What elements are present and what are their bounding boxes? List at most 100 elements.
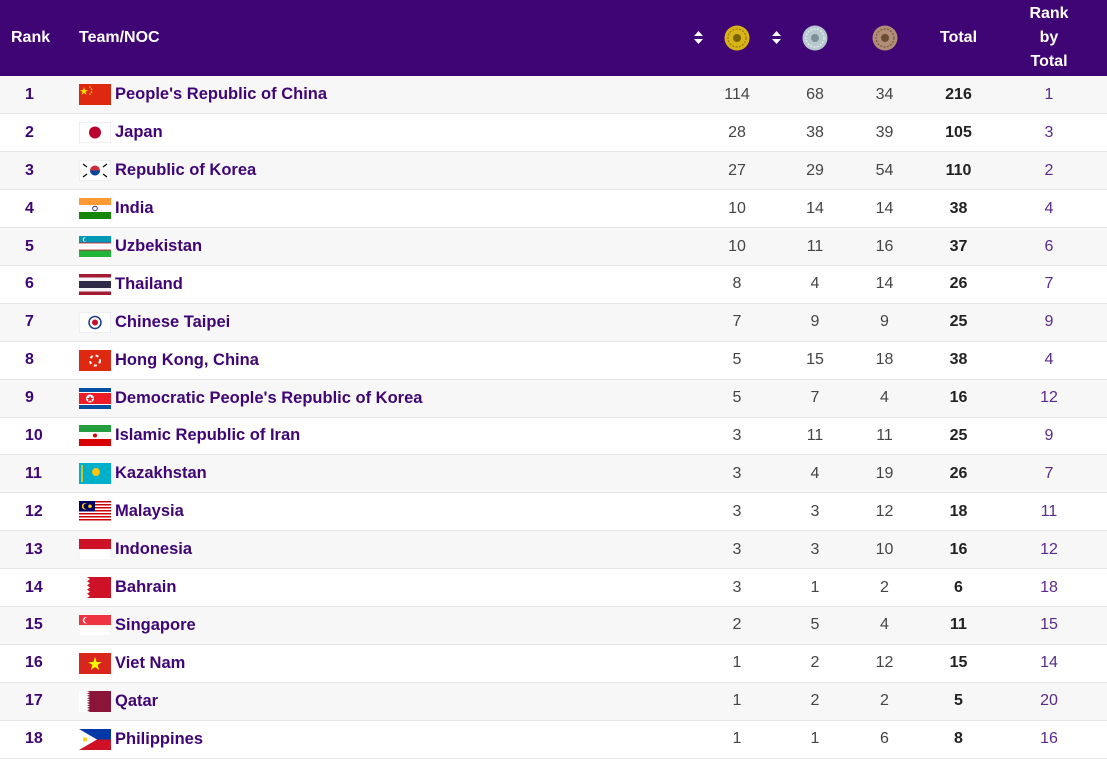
- team-name-link[interactable]: Philippines: [115, 729, 204, 748]
- rank-cell: 14: [25, 578, 43, 596]
- team-cell[interactable]: Democratic People's Republic of Korea: [79, 379, 687, 417]
- total-count: 38: [949, 351, 968, 369]
- rank-by-total-cell: 4: [1044, 199, 1054, 217]
- spacer-cell: [687, 341, 709, 379]
- total-count: 11: [950, 616, 967, 634]
- gold-count: 3: [732, 502, 742, 520]
- silver-medal-header[interactable]: [787, 0, 843, 76]
- table-row: 6 Thailand 8 4 14 26 7: [0, 265, 1107, 304]
- spacer-cell: [687, 114, 709, 152]
- vietnam-flag-icon: [79, 653, 111, 674]
- team-name-link[interactable]: Uzbekistan: [115, 237, 203, 255]
- team-name-link[interactable]: Republic of Korea: [115, 161, 257, 180]
- bronze-count: 9: [880, 313, 889, 331]
- gold-count: 28: [728, 123, 746, 141]
- rank-by-total-cell: 18: [1040, 578, 1058, 596]
- gold-medal-header[interactable]: [709, 0, 765, 76]
- team-cell[interactable]: Uzbekistan: [79, 228, 687, 266]
- korea-flag-icon: [79, 160, 111, 181]
- table-row: 9 Democratic People's Republic of Korea 5 7…: [0, 379, 1107, 418]
- sort-silver-button[interactable]: [765, 0, 787, 76]
- team-cell[interactable]: Viet Nam: [79, 644, 687, 682]
- team-cell[interactable]: Qatar: [79, 682, 687, 720]
- bronze-count: 6: [880, 730, 889, 748]
- silver-count: 68: [806, 85, 824, 103]
- team-name-link[interactable]: Islamic Republic of Iran: [115, 426, 301, 445]
- thailand-flag-icon: [79, 274, 111, 295]
- team-name-link[interactable]: Japan: [115, 123, 163, 142]
- total-count: 25: [949, 313, 968, 331]
- total-header[interactable]: Total: [939, 29, 978, 46]
- bronze-medal-header[interactable]: [843, 0, 926, 76]
- spacer-cell: [765, 76, 787, 114]
- rank-by-total-cell: 2: [1044, 161, 1054, 179]
- gold-count: 114: [724, 85, 750, 103]
- team-name-link[interactable]: Thailand: [115, 274, 183, 293]
- team-name-link[interactable]: Viet Nam: [115, 653, 186, 672]
- spacer-cell: [687, 720, 709, 758]
- team-header[interactable]: Team/NOC: [79, 29, 160, 46]
- silver-medal-icon: [802, 25, 828, 51]
- spacer-cell: [765, 569, 787, 607]
- sort-icon: [771, 31, 781, 45]
- rank-by-total-cell: 12: [1040, 540, 1058, 558]
- team-cell[interactable]: Chinese Taipei: [79, 303, 687, 341]
- spacer-cell: [687, 228, 709, 266]
- team-cell[interactable]: Malaysia: [79, 493, 687, 531]
- spacer-cell: [765, 493, 787, 531]
- gold-count: 3: [732, 578, 742, 596]
- team-cell[interactable]: Singapore: [79, 606, 687, 644]
- spacer-cell: [765, 152, 787, 190]
- team-cell[interactable]: Islamic Republic of Iran: [79, 417, 687, 455]
- team-cell[interactable]: Philippines: [79, 720, 687, 758]
- silver-count: 11: [806, 426, 824, 444]
- team-cell[interactable]: Thailand: [79, 265, 687, 303]
- bronze-count: 12: [875, 654, 894, 672]
- sort-gold-button[interactable]: [687, 0, 709, 76]
- gold-count: 8: [732, 275, 742, 293]
- rank-by-total-header[interactable]: Rank by Total: [991, 0, 1107, 76]
- team-cell[interactable]: Japan: [79, 114, 687, 152]
- team-cell[interactable]: Kazakhstan: [79, 455, 687, 493]
- spacer-cell: [687, 265, 709, 303]
- total-count: 216: [945, 85, 972, 103]
- rank-cell: 9: [25, 389, 34, 407]
- gold-count: 3: [732, 540, 742, 558]
- team-name-link[interactable]: Bahrain: [115, 578, 177, 597]
- spacer-cell: [687, 152, 709, 190]
- team-name-link[interactable]: Qatar: [115, 691, 159, 710]
- rank-cell: 15: [25, 616, 43, 634]
- spacer-cell: [687, 417, 709, 455]
- spacer-cell: [687, 531, 709, 569]
- team-name-link[interactable]: Indonesia: [115, 540, 193, 559]
- team-name-link[interactable]: Chinese Taipei: [115, 312, 231, 331]
- rank-by-total-cell: 6: [1044, 237, 1054, 255]
- gold-count: 5: [732, 351, 742, 369]
- team-cell[interactable]: Hong Kong, China: [79, 341, 687, 379]
- spacer-cell: [765, 228, 787, 266]
- rank-header[interactable]: Rank: [11, 29, 51, 46]
- sort-icon: [693, 31, 703, 45]
- team-cell[interactable]: India: [79, 190, 687, 228]
- team-name-link[interactable]: Singapore: [115, 615, 196, 634]
- team-name-link[interactable]: People's Republic of China: [115, 85, 328, 104]
- team-cell[interactable]: People's Republic of China: [79, 76, 687, 114]
- team-name-link[interactable]: Malaysia: [115, 502, 184, 521]
- team-name-link[interactable]: Hong Kong, China: [115, 350, 259, 369]
- rank-cell: 17: [25, 692, 43, 710]
- table-row: 16 Viet Nam 1 2 12 15 14: [0, 644, 1107, 683]
- indonesia-flag-icon: [79, 539, 111, 560]
- spacer-cell: [687, 493, 709, 531]
- total-count: 6: [954, 578, 963, 596]
- bronze-count: 2: [880, 692, 889, 710]
- team-name-link[interactable]: Kazakhstan: [115, 464, 207, 483]
- silver-count: 1: [810, 578, 820, 596]
- rank-by-total-cell: 14: [1040, 654, 1058, 672]
- rank-cell: 8: [25, 351, 34, 369]
- table-row: 1 People's Republic of China 114 68 34 216 1: [0, 76, 1107, 114]
- team-name-link[interactable]: India: [115, 199, 154, 218]
- team-cell[interactable]: Republic of Korea: [79, 152, 687, 190]
- team-cell[interactable]: Bahrain: [79, 569, 687, 607]
- team-cell[interactable]: Indonesia: [79, 531, 687, 569]
- team-name-link[interactable]: Democratic People's Republic of Korea: [115, 388, 423, 407]
